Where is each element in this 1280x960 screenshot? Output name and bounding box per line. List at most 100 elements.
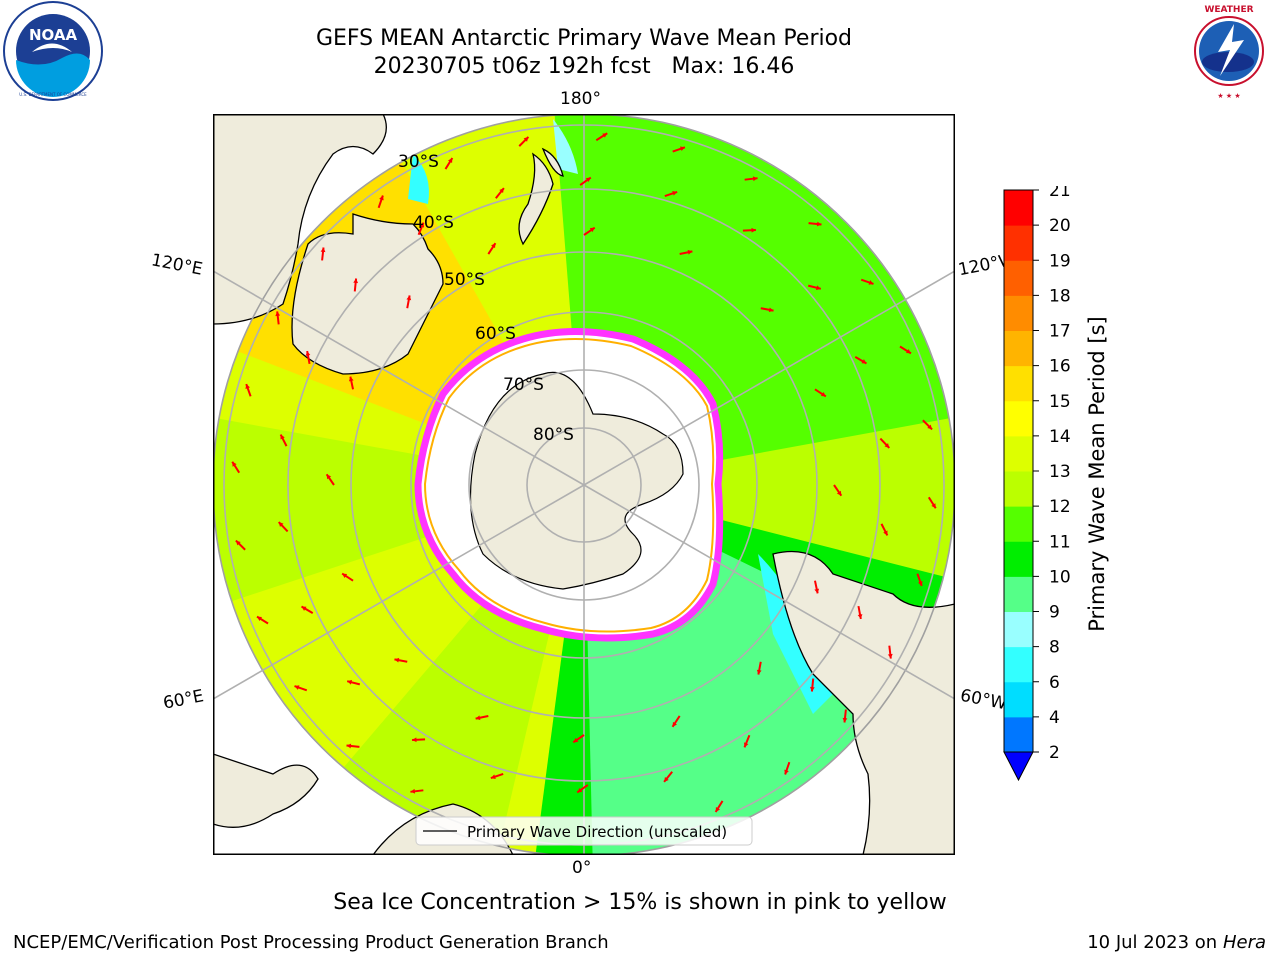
wave-arrow-head bbox=[499, 188, 504, 194]
wave-direction-arrows bbox=[231, 132, 937, 813]
colorbar-tick-label: 11 bbox=[1049, 532, 1071, 552]
wave-arrow-head bbox=[883, 530, 888, 536]
map-legend: Primary Wave Direction (unscaled) bbox=[415, 816, 753, 846]
wave-arrow-head bbox=[842, 717, 848, 723]
colorbar-swatch bbox=[1004, 225, 1033, 261]
noaa-logo-text: NOAA bbox=[29, 26, 78, 44]
lon-label-60e: 60°E bbox=[161, 686, 206, 714]
wave-arrow-head bbox=[815, 285, 821, 291]
sea-ice-note: Sea Ice Concentration > 15% is shown in … bbox=[333, 890, 947, 915]
lat-label-30s: 30°S bbox=[398, 152, 439, 172]
wave-arrow-head bbox=[342, 573, 348, 578]
wave-arrow-head bbox=[245, 384, 250, 389]
wave-arrow-head bbox=[232, 461, 237, 467]
wave-arrow-head bbox=[918, 581, 923, 586]
wave-arrow-head bbox=[257, 616, 262, 622]
colorbar-tick-label: 18 bbox=[1049, 286, 1071, 306]
wave-arrow-head bbox=[868, 280, 874, 285]
wave-arrow-head bbox=[836, 490, 842, 496]
colorbar-tick-label: 6 bbox=[1049, 673, 1060, 693]
wave-arrow-head bbox=[784, 769, 789, 775]
colorbar-tick-label: 4 bbox=[1049, 708, 1060, 728]
wave-arrow-head bbox=[491, 243, 496, 249]
svg-text:★ ★ ★: ★ ★ ★ bbox=[1217, 92, 1240, 100]
wave-arrow-head bbox=[687, 249, 693, 255]
colorbar-tick-label: 2 bbox=[1049, 743, 1060, 763]
wave-arrow-head bbox=[814, 588, 820, 594]
wave-arrow-head bbox=[861, 359, 867, 364]
colorbar-swatch bbox=[1004, 471, 1033, 507]
wave-arrow-head bbox=[816, 221, 822, 227]
wave-arrow-head bbox=[906, 348, 911, 354]
colorbar-tick-label: 13 bbox=[1049, 462, 1071, 482]
colorbar-tick-label: 19 bbox=[1049, 251, 1071, 271]
map-subtitle: 20230705 t06z 192h fcst Max: 16.46 bbox=[373, 54, 795, 79]
wave-arrow-head bbox=[884, 443, 890, 448]
colorbar-tick-label: 9 bbox=[1049, 603, 1060, 623]
colorbar-swatch bbox=[1004, 260, 1033, 296]
wave-arrow-head bbox=[410, 788, 416, 794]
map-border bbox=[213, 114, 955, 855]
wave-arrow-head bbox=[347, 679, 353, 685]
wave-arrow-head bbox=[664, 776, 669, 782]
nws-logo: WEATHER ★ ★ ★ bbox=[1180, 2, 1278, 100]
wave-arrow-head bbox=[278, 522, 284, 527]
wave-arrow-head bbox=[379, 195, 384, 201]
colorbar-swatch bbox=[1004, 611, 1033, 648]
wave-arrow-head bbox=[523, 136, 529, 142]
lat-label-60s: 60°S bbox=[475, 324, 516, 344]
colorbar-label: Primary Wave Mean Period [s] bbox=[1085, 316, 1109, 632]
wave-arrow-head bbox=[715, 807, 721, 812]
colorbar-tick-label: 21 bbox=[1049, 186, 1071, 201]
wave-arrow-head bbox=[346, 743, 352, 749]
colorbar-tick-label: 14 bbox=[1049, 427, 1071, 447]
wave-arrow-head bbox=[820, 392, 826, 397]
map-title: GEFS MEAN Antarctic Primary Wave Mean Pe… bbox=[315, 26, 853, 51]
wave-arrow-head bbox=[326, 474, 332, 480]
wave-arrow-head bbox=[585, 177, 591, 183]
noaa-logo: NOAA U.S. DEPARTMENT OF COMMERCE bbox=[3, 1, 103, 101]
wave-arrow-head bbox=[672, 721, 677, 727]
colorbar-tick-label: 17 bbox=[1049, 322, 1071, 342]
wave-arrow-head bbox=[305, 351, 311, 356]
colorbar-tick-label: 20 bbox=[1049, 216, 1071, 236]
colorbar-tick-label: 8 bbox=[1049, 638, 1060, 658]
wave-arrow-head bbox=[412, 737, 417, 743]
wave-arrow-head bbox=[280, 434, 285, 440]
colorbar-extend-triangle bbox=[1003, 751, 1034, 782]
wave-arrow-head bbox=[275, 311, 281, 317]
svg-text:WEATHER: WEATHER bbox=[1204, 5, 1253, 15]
wave-arrow-head bbox=[756, 669, 762, 675]
wave-arrow-head bbox=[447, 158, 453, 163]
lat-label-80s: 80°S bbox=[533, 425, 574, 445]
wave-arrow-head bbox=[406, 295, 412, 301]
wave-arrow-head bbox=[301, 606, 307, 611]
colorbar-swatch bbox=[1004, 646, 1033, 683]
footer-organization: NCEP/EMC/Verification Post Processing Pr… bbox=[13, 932, 609, 953]
colorbar-swatch bbox=[1004, 716, 1033, 753]
wave-arrow-head bbox=[419, 222, 425, 228]
wave-arrow-head bbox=[353, 278, 359, 284]
colorbar-swatch bbox=[1004, 681, 1033, 718]
lon-label-120e: 120°E bbox=[149, 250, 205, 280]
wave-arrow-head bbox=[348, 376, 354, 382]
wave-arrow-head bbox=[573, 737, 579, 743]
wave-arrow-head bbox=[931, 503, 936, 509]
wave-arrow-head bbox=[320, 247, 326, 253]
lon-label-180: 180° bbox=[560, 89, 601, 109]
lon-label-0: 0° bbox=[572, 858, 592, 878]
wave-arrow-head bbox=[857, 614, 863, 619]
colorbar-swatch bbox=[1004, 435, 1033, 472]
wave-arrow-head bbox=[751, 227, 756, 233]
wave-arrow-head bbox=[394, 657, 400, 663]
wave-arrow-head bbox=[768, 307, 774, 313]
colorbar-tick-label: 15 bbox=[1049, 392, 1071, 412]
colorbar-swatch bbox=[1004, 400, 1033, 437]
colorbar-swatch bbox=[1004, 506, 1033, 542]
wave-arrow-head bbox=[887, 653, 893, 659]
colorbar: 21 20 19 18 17 16 15 14 13 12 11 10 9 8 6 4 2 bbox=[1003, 186, 1071, 782]
colorbar-swatch bbox=[1004, 541, 1033, 577]
footer-machine: Hera bbox=[1222, 932, 1266, 953]
lat-label-40s: 40°S bbox=[413, 213, 454, 233]
wave-arrow-head bbox=[602, 133, 608, 138]
